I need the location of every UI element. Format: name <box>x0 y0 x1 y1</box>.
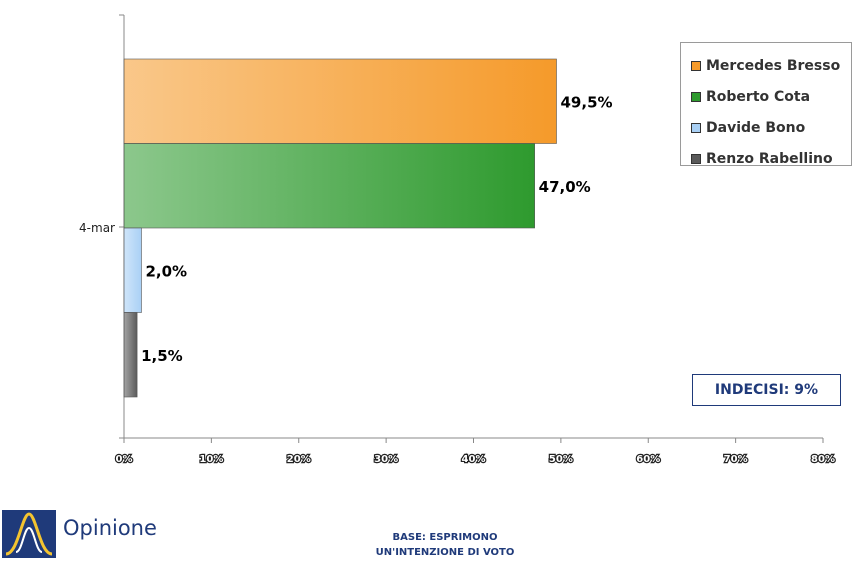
x-tick-label: 50% <box>549 454 573 465</box>
opinione-logo <box>2 510 56 558</box>
data-label: 47,0% <box>539 178 591 196</box>
axes: 0% 10% 20% 30% 40% 50% 60% 70% 80% 4-mar <box>79 14 836 466</box>
base-note: BASE: ESPRIMONO UN'INTENZIONE DI VOTO <box>330 530 560 560</box>
legend: Mercedes Bresso Roberto Cota Davide Bono Re… <box>680 42 852 167</box>
x-tick-label: 80% <box>811 454 835 465</box>
bars <box>123 58 557 398</box>
x-tick-label: 30% <box>374 454 398 465</box>
category-label: 4-mar <box>79 221 115 235</box>
bar-davide-bono <box>123 227 142 313</box>
legend-label: Roberto Cota <box>706 88 811 105</box>
legend-swatch <box>691 91 701 102</box>
bar-mercedes-bresso <box>123 58 557 144</box>
legend-label: Renzo Rabellino <box>706 150 833 167</box>
legend-label: Mercedes Bresso <box>706 57 841 74</box>
logo-text: Opinione <box>63 516 157 540</box>
x-tick-label: 70% <box>724 454 748 465</box>
base-note-line2: UN'INTENZIONE DI VOTO <box>375 547 515 558</box>
x-tick-label: 20% <box>287 454 311 465</box>
legend-item: Davide Bono <box>681 112 851 143</box>
data-label: 49,5% <box>561 93 613 111</box>
data-label: 1,5% <box>141 347 183 365</box>
x-tick-label: 10% <box>199 454 223 465</box>
legend-label: Davide Bono <box>706 119 806 136</box>
legend-item: Roberto Cota <box>681 81 851 112</box>
legend-item: Mercedes Bresso <box>681 50 851 81</box>
x-tick-label: 60% <box>636 454 660 465</box>
data-labels: 49,5% 47,0% 2,0% 1,5% <box>141 93 612 365</box>
bar-renzo-rabellino <box>123 312 138 398</box>
legend-swatch <box>691 153 701 164</box>
x-tick-label: 0% <box>116 454 133 465</box>
x-tick-label: 40% <box>462 454 486 465</box>
legend-swatch <box>691 60 701 71</box>
legend-swatch <box>691 122 701 133</box>
bar-roberto-cota <box>123 143 535 229</box>
undecided-annotation: INDECISI: 9% <box>692 374 841 406</box>
legend-item: Renzo Rabellino <box>681 143 851 174</box>
data-label: 2,0% <box>145 262 187 280</box>
base-note-line1: BASE: ESPRIMONO <box>392 532 498 543</box>
